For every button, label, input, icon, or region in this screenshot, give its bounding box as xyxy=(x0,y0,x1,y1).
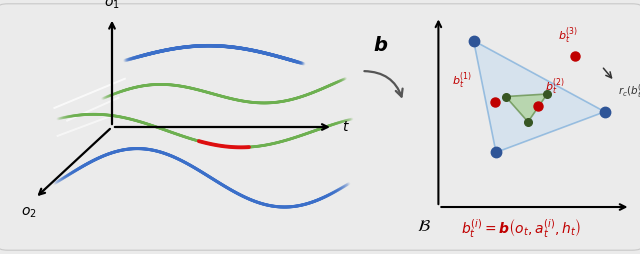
Polygon shape xyxy=(474,41,605,152)
Text: $\boldsymbol{b}$: $\boldsymbol{b}$ xyxy=(373,36,388,55)
Text: $o_2$: $o_2$ xyxy=(21,206,36,220)
Text: $b_t^{(3)}$: $b_t^{(3)}$ xyxy=(558,25,579,46)
FancyArrowPatch shape xyxy=(364,71,403,97)
Text: $b_t^{(i)} = \boldsymbol{b}\left(o_t, a_t^{(i)}, h_t\right)$: $b_t^{(i)} = \boldsymbol{b}\left(o_t, a_… xyxy=(461,217,582,240)
Text: $t$: $t$ xyxy=(342,120,350,134)
Text: $\mathcal{B}$: $\mathcal{B}$ xyxy=(417,217,431,235)
FancyBboxPatch shape xyxy=(0,4,640,250)
Text: $r_c(b_t^{(3)})$: $r_c(b_t^{(3)})$ xyxy=(618,83,640,100)
Polygon shape xyxy=(506,94,547,122)
Text: $o_1$: $o_1$ xyxy=(104,0,120,11)
Text: $b_t^{(1)}$: $b_t^{(1)}$ xyxy=(452,71,472,91)
Text: $b_t^{(2)}$: $b_t^{(2)}$ xyxy=(545,76,566,97)
